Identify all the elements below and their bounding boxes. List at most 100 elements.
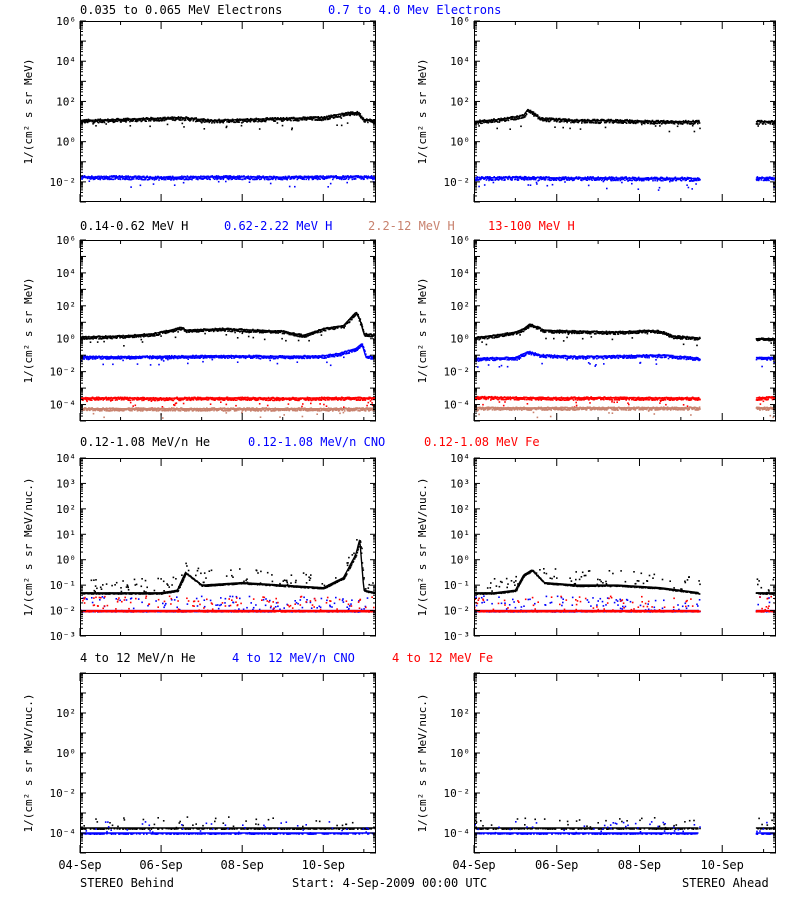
footer-start-label: Start: 4-Sep-2009 00:00 UTC	[292, 876, 488, 890]
xtick-label: 06-Sep	[139, 858, 182, 872]
series-line-heavy-low-0-0	[80, 538, 376, 594]
legend-protons-1: 0.62-2.22 MeV H	[224, 219, 332, 233]
panel-heavy-low-behind: 10⁻³ 10⁻² 10⁻¹ 10⁰ 10¹ 10² 10³ 10⁴ 1/(cm² s sr M…	[22, 452, 376, 643]
ytick-label: 10²	[56, 707, 76, 720]
ytick-label: 10⁰	[450, 747, 470, 760]
ytick-label: 10⁻⁴	[50, 827, 77, 840]
ytick-label: 10⁰	[56, 554, 76, 567]
y-axis-label: 1/(cm² s sr MeV)	[22, 278, 35, 384]
ytick-label: 10¹	[450, 528, 470, 541]
series-line-protons-0-0	[80, 312, 376, 338]
ytick-label: 10³	[450, 477, 470, 490]
ytick-label: 10²	[56, 300, 76, 313]
ytick-label: 10⁴	[450, 452, 470, 465]
xtick-label: 10-Sep	[701, 858, 744, 872]
legend-electrons-0: 0.035 to 0.065 MeV Electrons	[80, 3, 282, 17]
series-line-heavy-low-1-0	[474, 569, 699, 594]
legend-protons-3: 13-100 MeV H	[488, 219, 575, 233]
ytick-label: 10²	[56, 503, 76, 516]
series-line-protons-1-2	[755, 396, 776, 399]
plot-frame	[474, 673, 776, 853]
ytick-label: 10⁻⁴	[50, 399, 77, 412]
ytick-label: 10⁻¹	[50, 579, 77, 592]
ytick-label: 10⁻²	[50, 366, 77, 379]
xtick-label: 08-Sep	[221, 858, 264, 872]
ytick-label: 10³	[56, 477, 76, 490]
ytick-label: 10⁴	[56, 55, 76, 68]
panel-electrons-ahead: 10⁻² 10⁰ 10² 10⁴ 10⁶ 1/(cm² s sr MeV)	[416, 15, 776, 203]
y-axis-label: 1/(cm² s sr MeV/nuc.)	[416, 693, 429, 832]
legend-heavy-high-0: 4 to 12 MeV/n He	[80, 651, 196, 665]
series-line-electrons-0-1	[80, 176, 376, 179]
xtick-label: 04-Sep	[58, 858, 101, 872]
ytick-label: 10⁻³	[444, 630, 471, 643]
legend-heavy-high-1: 4 to 12 MeV/n CNO	[232, 651, 355, 665]
panel-electrons-behind: 10⁻² 10⁰ 10² 10⁴ 10⁶ 1/(cm² s sr MeV)	[22, 15, 376, 203]
plot-frame	[474, 458, 776, 636]
ytick-label: 10²	[450, 503, 470, 516]
series-protons-1-0	[474, 323, 776, 347]
xtick-label: 04-Sep	[452, 858, 495, 872]
ytick-label: 10²	[450, 707, 470, 720]
ytick-label: 10⁰	[56, 747, 76, 760]
ytick-label: 10⁻²	[50, 605, 77, 618]
ytick-label: 10⁶	[56, 234, 76, 247]
y-axis-label: 1/(cm² s sr MeV)	[416, 59, 429, 165]
ytick-label: 10⁰	[450, 333, 470, 346]
ytick-label: 10⁴	[450, 55, 470, 68]
legend-heavy-low-1: 0.12-1.08 MeV/n CNO	[248, 435, 385, 449]
plot-frame	[80, 21, 376, 202]
legend-heavy-high-2: 4 to 12 MeV Fe	[392, 651, 493, 665]
ytick-label: 10⁰	[56, 333, 76, 346]
panel-heavy-high-ahead: 10⁻⁴ 10⁻² 10⁰ 10² 1/(cm² s sr MeV/nuc.) 04-Se…	[416, 672, 776, 872]
ytick-label: 10⁻³	[50, 630, 77, 643]
y-axis-label: 1/(cm² s sr MeV/nuc.)	[22, 477, 35, 616]
legend-heavy-low-0: 0.12-1.08 MeV/n He	[80, 435, 210, 449]
series-line-protons-1-0	[474, 323, 699, 339]
ytick-label: 10⁻²	[444, 605, 471, 618]
legend-protons-2: 2.2-12 MeV H	[368, 219, 455, 233]
series-line-protons-1-1	[474, 351, 699, 360]
series-line-protons-1-2	[474, 396, 699, 399]
ytick-label: 10⁰	[450, 136, 470, 149]
ytick-label: 10⁻⁴	[444, 827, 471, 840]
plot-frame	[80, 673, 376, 853]
series-line-protons-0-1	[80, 343, 376, 358]
ytick-label: 10⁻¹	[444, 579, 471, 592]
legend-protons-0: 0.14-0.62 MeV H	[80, 219, 188, 233]
ytick-label: 10⁴	[56, 452, 76, 465]
ytick-label: 10⁶	[450, 15, 470, 28]
xtick-label: 08-Sep	[618, 858, 661, 872]
ytick-label: 10⁻²	[50, 176, 77, 189]
xtick-label: 10-Sep	[302, 858, 345, 872]
series-heavy-low-0-0	[80, 539, 376, 595]
ytick-label: 10⁻⁴	[444, 399, 471, 412]
ytick-label: 10⁶	[56, 15, 76, 28]
ytick-label: 10²	[450, 95, 470, 108]
ytick-label: 10²	[56, 95, 76, 108]
ytick-label: 10¹	[56, 528, 76, 541]
legend-heavy-low-2: 0.12-1.08 MeV Fe	[424, 435, 540, 449]
series-protons-1-1	[474, 350, 776, 368]
ytick-label: 10⁶	[450, 234, 470, 247]
ytick-label: 10⁻²	[444, 366, 471, 379]
panel-heavy-low-ahead: 10⁻³ 10⁻² 10⁻¹ 10⁰ 10¹ 10² 10³ 10⁴ 1/(cm² s sr M…	[416, 452, 776, 643]
ytick-label: 10⁻²	[50, 787, 77, 800]
series-line-electrons-1-0	[474, 109, 699, 123]
ytick-label: 10⁴	[450, 267, 470, 280]
footer-left-label: STEREO Behind	[80, 876, 174, 890]
y-axis-label: 1/(cm² s sr MeV)	[416, 278, 429, 384]
footer-right-label: STEREO Ahead	[682, 876, 769, 890]
y-axis-label: 1/(cm² s sr MeV)	[22, 59, 35, 165]
plot-frame	[80, 458, 376, 636]
ytick-label: 10⁻²	[444, 787, 471, 800]
y-axis-label: 1/(cm² s sr MeV/nuc.)	[22, 693, 35, 832]
ytick-label: 10⁰	[56, 136, 76, 149]
panel-heavy-high-behind: 10⁻⁴ 10⁻² 10⁰ 10² 1/(cm² s sr MeV/nuc.) 04-Se…	[22, 672, 376, 872]
ytick-label: 10⁰	[450, 554, 470, 567]
y-axis-label: 1/(cm² s sr MeV/nuc.)	[416, 477, 429, 616]
panel-protons-ahead: 10⁻⁴ 10⁻² 10⁰ 10² 10⁴ 10⁶ 1/(cm² s sr MeV)	[416, 234, 776, 422]
series-line-electrons-0-0	[80, 111, 376, 122]
ytick-label: 10⁻²	[444, 176, 471, 189]
